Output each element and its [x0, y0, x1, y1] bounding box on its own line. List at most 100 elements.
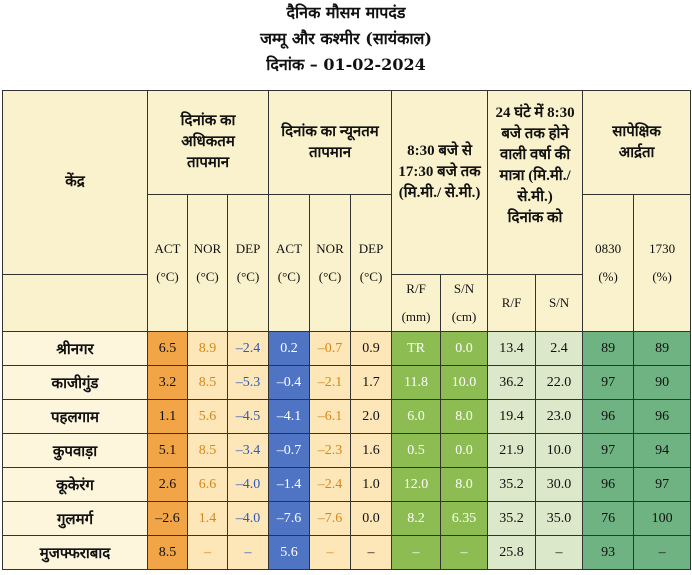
- max-act-cell: 3.2: [147, 365, 188, 400]
- min-dep-cell: –: [350, 535, 393, 570]
- relative-humidity-header: सापेक्षिक आर्द्रता: [582, 90, 692, 195]
- max-nor-cell: 6.6: [187, 467, 228, 502]
- sn-24h-cell: 30.0: [535, 467, 584, 502]
- rf-day-cell: –: [391, 535, 442, 570]
- min-nor-cell: –2.4: [309, 467, 352, 502]
- rh-0830-cell: 76: [582, 501, 635, 536]
- station-header: केंद्र: [2, 90, 148, 275]
- max-dep-cell: –4.0: [226, 467, 270, 502]
- station-name: श्रीनगर: [2, 331, 148, 366]
- min-nor-cell: –7.6: [309, 501, 352, 536]
- table-row: कुपवाड़ा 5.1 8.5 –3.4 –0.7 –2.3 1.6 0.5 …: [2, 433, 692, 468]
- rf-day-cell: 6.0: [391, 399, 442, 434]
- sn-day-cell: 6.35: [440, 501, 489, 536]
- rf-day-cell: TR: [391, 331, 442, 366]
- max-dep-cell: –2.4: [226, 331, 270, 366]
- rh-1730-cell: 96: [633, 399, 692, 434]
- sn-day-cell: 10.0: [440, 365, 489, 400]
- rain-24h-header: 24 घंटे में 8:30 बजे तक होने वाली वर्षा …: [487, 90, 584, 275]
- rf-24h-cell: 36.2: [487, 365, 537, 400]
- min-nor-cell: –2.1: [309, 365, 352, 400]
- min-nor-header: NOR (°C): [309, 194, 352, 332]
- sn-day-cell: 0.0: [440, 331, 489, 366]
- sn-24h-cell: 35.0: [535, 501, 584, 536]
- min-nor-cell: –: [309, 535, 352, 570]
- max-act-cell: 1.1: [147, 399, 188, 434]
- max-nor-cell: 8.5: [187, 433, 228, 468]
- max-act-cell: 8.5: [147, 535, 188, 570]
- sn-24h-cell: 23.0: [535, 399, 584, 434]
- rh-0830-cell: 97: [582, 433, 635, 468]
- table-row: गुलमर्ग –2.6 1.4 –4.0 –7.6 –7.6 0.0 8.2 …: [2, 501, 692, 536]
- max-dep-cell: –4.0: [226, 501, 270, 536]
- station-name: काजीगुंड: [2, 365, 148, 400]
- min-dep-cell: 1.7: [350, 365, 393, 400]
- table-row: काजीगुंड 3.2 8.5 –5.3 –0.4 –2.1 1.7 11.8…: [2, 365, 692, 400]
- rf-24h-cell: 25.8: [487, 535, 537, 570]
- rh-0830-cell: 96: [582, 467, 635, 502]
- max-act-cell: 6.5: [147, 331, 188, 366]
- rh-0830-cell: 97: [582, 365, 635, 400]
- rf-24h-cell: 21.9: [487, 433, 537, 468]
- station-name: कूकेरंग: [2, 467, 148, 502]
- min-nor-cell: –2.3: [309, 433, 352, 468]
- max-act-cell: 5.1: [147, 433, 188, 468]
- table-row: कूकेरंग 2.6 6.6 –4.0 –1.4 –2.4 1.0 12.0 …: [2, 467, 692, 502]
- rh-0830-header: 0830 (%): [582, 194, 635, 332]
- rh-0830-cell: 96: [582, 399, 635, 434]
- min-dep-cell: 1.0: [350, 467, 393, 502]
- sn-24h-cell: 2.4: [535, 331, 584, 366]
- rh-0830-cell: 89: [582, 331, 635, 366]
- rf-24h-cell: 13.4: [487, 331, 537, 366]
- rf-24h-cell: 19.4: [487, 399, 537, 434]
- max-nor-cell: –: [187, 535, 228, 570]
- station-name: मुजफ्फराबाद: [2, 535, 148, 570]
- rh-1730-header: 1730 (%): [633, 194, 692, 332]
- table-row: पहलगाम 1.1 5.6 –4.5 –4.1 –6.1 2.0 6.0 8.…: [2, 399, 692, 434]
- max-temp-header: दिनांक का अधिकतम तापमान: [146, 90, 270, 195]
- max-act-header: ACT (°C): [147, 194, 188, 332]
- min-act-header: ACT (°C): [268, 194, 311, 332]
- max-dep-cell: –4.5: [226, 399, 270, 434]
- min-act-cell: –0.7: [268, 433, 311, 468]
- rf-day-cell: 11.8: [391, 365, 442, 400]
- title-line-1: दैनिक मौसम मापदंड: [286, 3, 406, 22]
- max-nor-cell: 1.4: [187, 501, 228, 536]
- sn-day-cell: 8.0: [440, 467, 489, 502]
- rf-24h-cell: 35.2: [487, 467, 537, 502]
- min-act-cell: –7.6: [268, 501, 311, 536]
- title-line-3: दिनांक – 01-02-2024: [266, 55, 426, 74]
- min-act-cell: –4.1: [268, 399, 311, 434]
- min-act-cell: 5.6: [268, 535, 311, 570]
- min-act-cell: –0.4: [268, 365, 311, 400]
- rh-0830-cell: 93: [582, 535, 635, 570]
- rf-day-cell: 8.2: [391, 501, 442, 536]
- min-act-cell: 0.2: [268, 331, 311, 366]
- rh-1730-cell: 97: [633, 467, 692, 502]
- sn-day-cell: 0.0: [440, 433, 489, 468]
- min-nor-cell: –0.7: [309, 331, 352, 366]
- min-dep-cell: 1.6: [350, 433, 393, 468]
- station-name: गुलमर्ग: [2, 501, 148, 536]
- rf-day-cell: 12.0: [391, 467, 442, 502]
- table-row: मुजफ्फराबाद 8.5 – – 5.6 – – – – 25.8 – 9…: [2, 535, 692, 570]
- min-nor-cell: –6.1: [309, 399, 352, 434]
- sn-day-cell: 8.0: [440, 399, 489, 434]
- min-act-cell: –1.4: [268, 467, 311, 502]
- rf-day-cell: 0.5: [391, 433, 442, 468]
- max-nor-header: NOR (°C): [187, 194, 228, 332]
- max-dep-header: DEP (°C): [226, 194, 270, 332]
- min-dep-cell: 0.0: [350, 501, 393, 536]
- max-nor-cell: 5.6: [187, 399, 228, 434]
- max-nor-cell: 8.9: [187, 331, 228, 366]
- max-act-cell: –2.6: [147, 501, 188, 536]
- rh-1730-cell: –: [633, 535, 692, 570]
- min-dep-header: DEP (°C): [350, 194, 393, 332]
- max-dep-cell: –5.3: [226, 365, 270, 400]
- rh-1730-cell: 100: [633, 501, 692, 536]
- rf-24h-header: R/F: [487, 274, 537, 332]
- rh-1730-cell: 90: [633, 365, 692, 400]
- sn-24h-cell: 22.0: [535, 365, 584, 400]
- max-nor-cell: 8.5: [187, 365, 228, 400]
- rf-24h-cell: 35.2: [487, 501, 537, 536]
